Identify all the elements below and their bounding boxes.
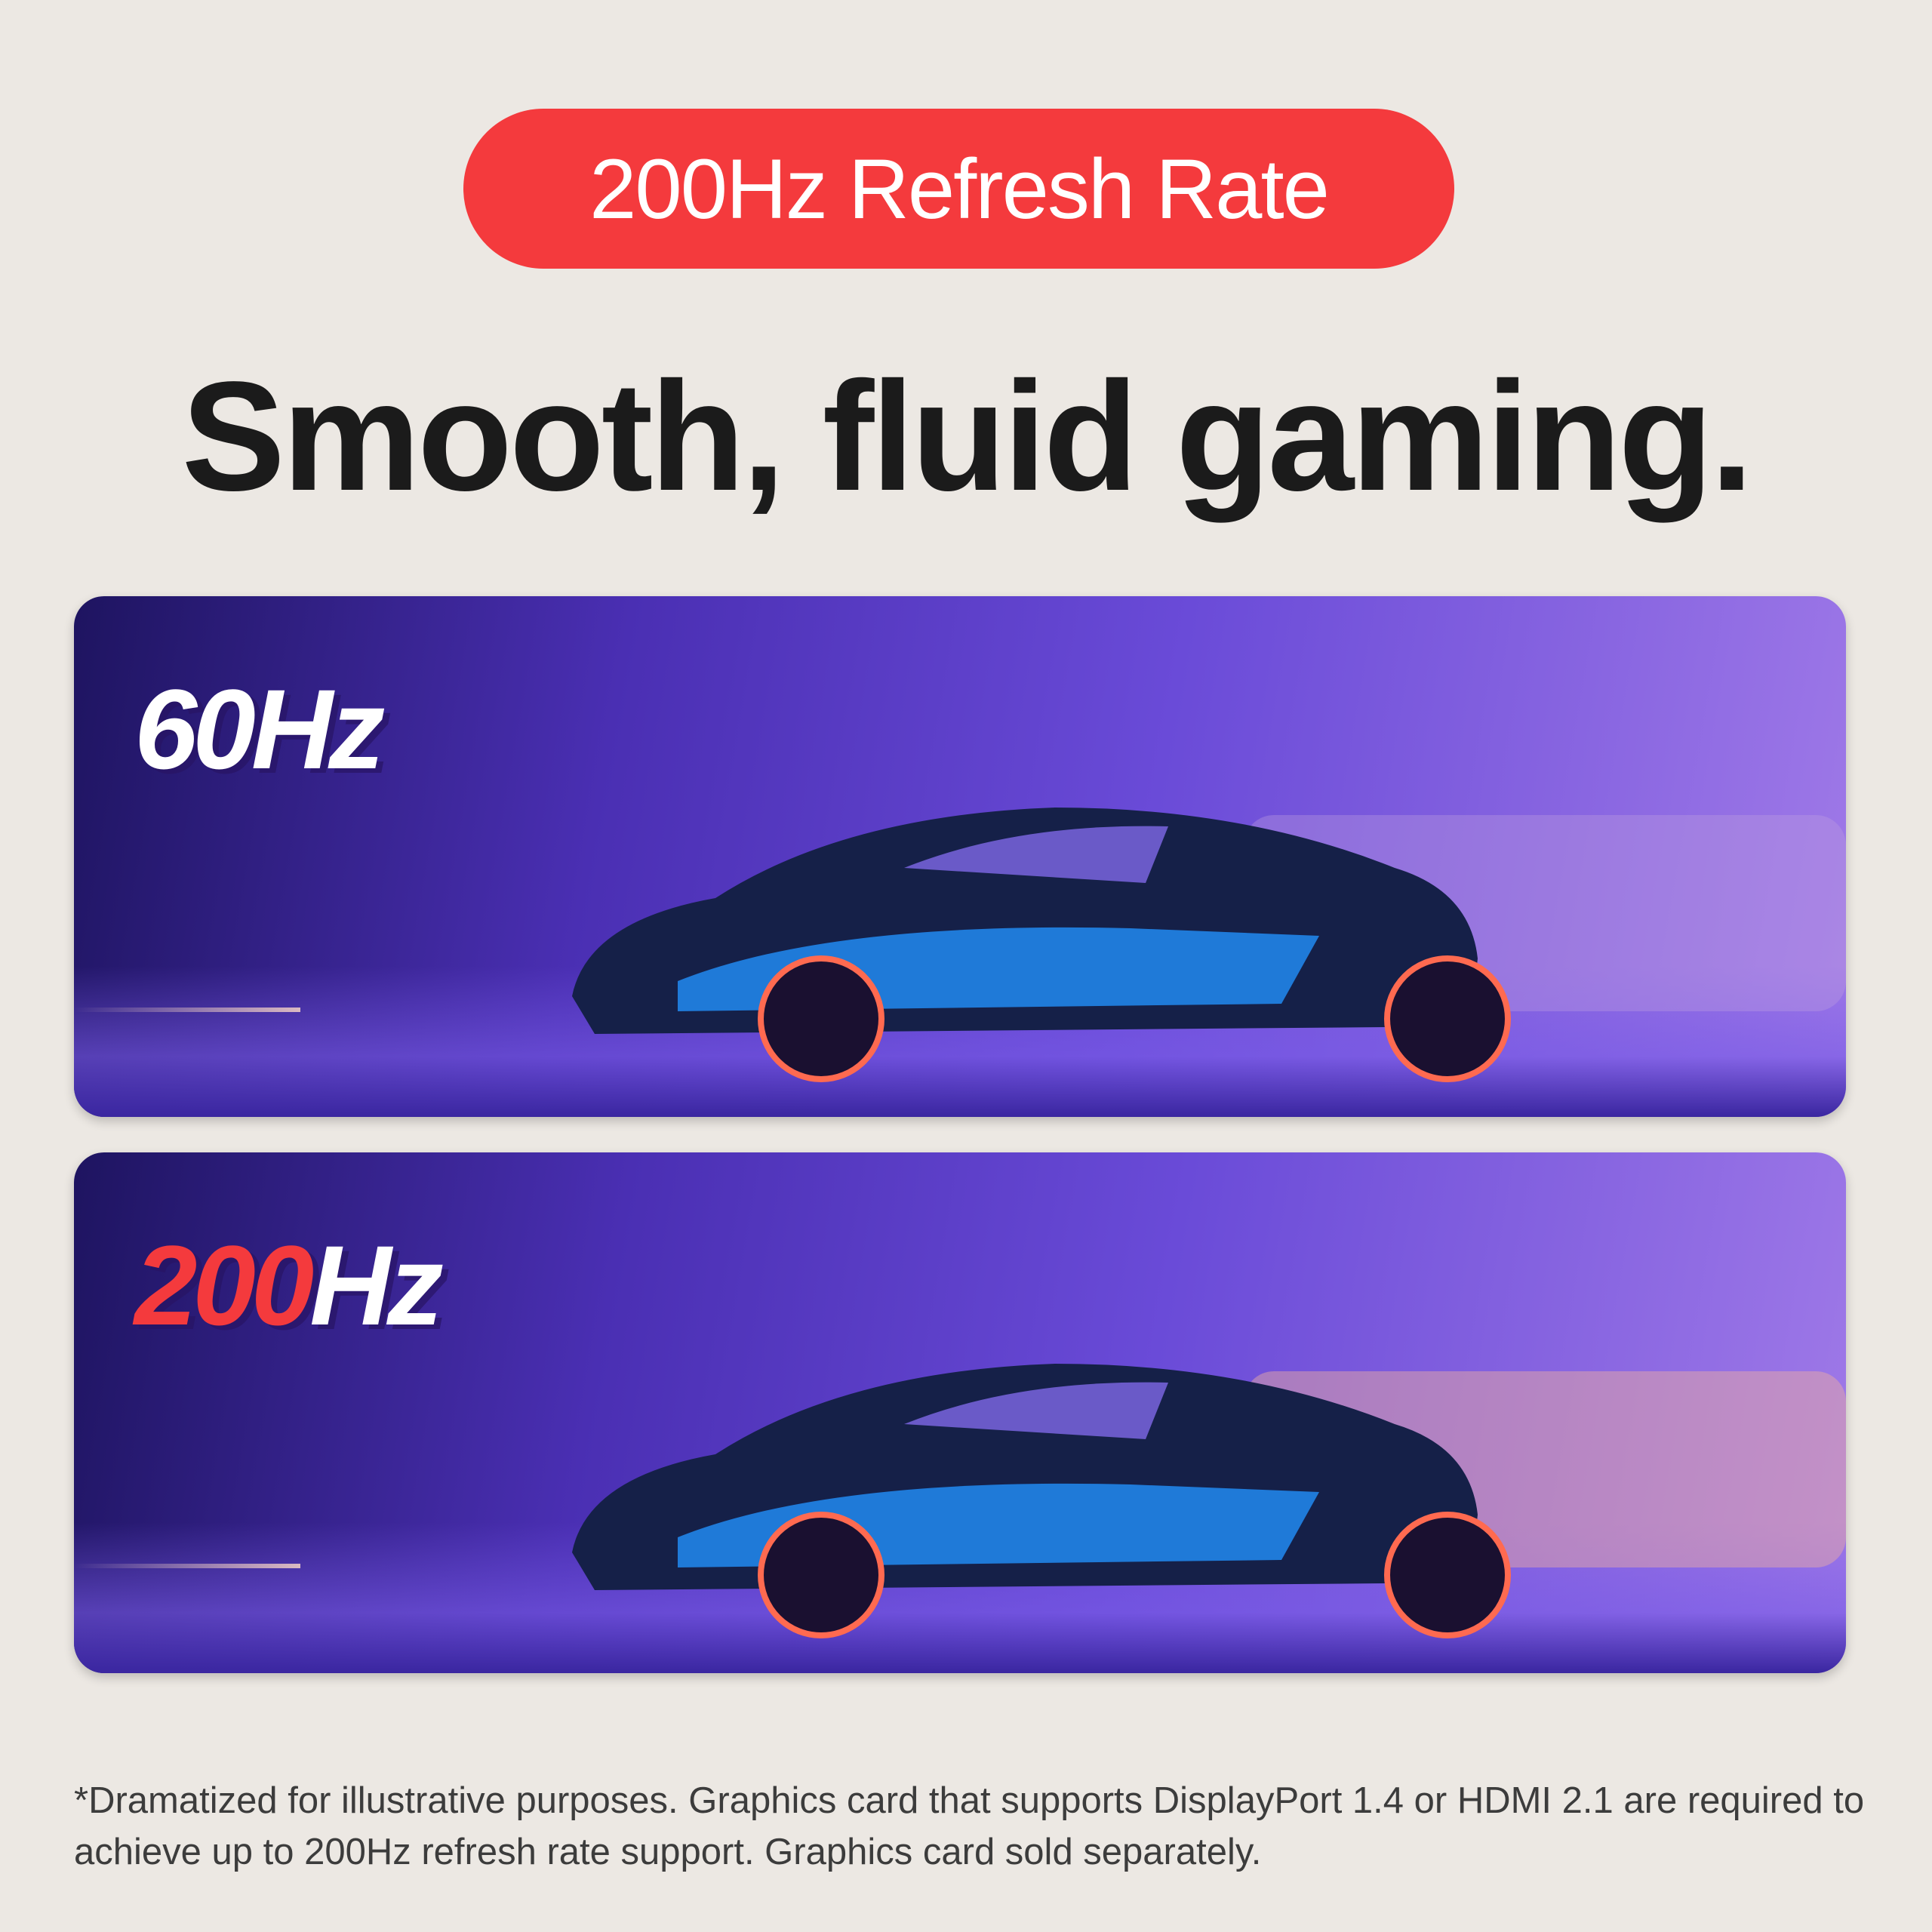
label-unit: Hz [309, 1222, 443, 1349]
light-streak [74, 1564, 300, 1568]
refresh-rate-badge: 200Hz Refresh Rate [463, 109, 1454, 269]
headline: Smooth, fluid gaming. [181, 349, 1754, 523]
footnote: *Dramatized for illustrative purposes. G… [74, 1780, 1865, 1872]
badge-label: 200Hz Refresh Rate [589, 141, 1330, 236]
panel-60hz: 60Hz [74, 596, 1846, 1117]
car-image-ghosted [572, 808, 1846, 1082]
light-streak [74, 1008, 300, 1012]
car-image-smooth [572, 1364, 1846, 1638]
panel-200hz: 200Hz [74, 1152, 1846, 1673]
panel-label-200hz: 200Hz [134, 1220, 444, 1351]
label-accent: 200 [134, 1222, 314, 1349]
panel-label-60hz: 60Hz [134, 666, 385, 792]
